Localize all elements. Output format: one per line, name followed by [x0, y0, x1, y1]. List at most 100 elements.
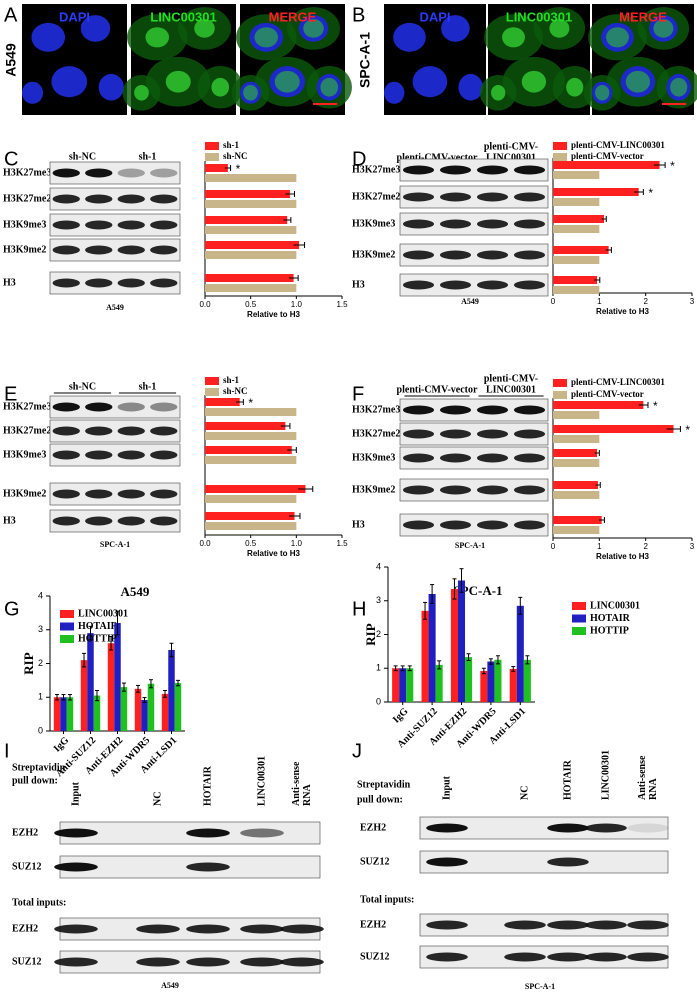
- bar: [174, 683, 182, 731]
- blot-band: [54, 924, 98, 934]
- row-label: EZH2: [12, 923, 38, 934]
- nuclear-signal: [134, 85, 149, 101]
- x-tick-label: 3: [690, 542, 695, 551]
- panel-letter: J: [352, 740, 362, 762]
- x-tick-label: 1: [597, 542, 602, 551]
- blot-band: [439, 429, 472, 439]
- blot-band: [402, 250, 435, 260]
- nuclear-signal: [145, 27, 170, 48]
- blot-strip: [419, 850, 669, 874]
- blot-band: [513, 250, 546, 260]
- lane-label: RNA: [648, 778, 659, 800]
- blot-band: [439, 219, 472, 229]
- lane-label: NC: [152, 792, 163, 806]
- row-label: SUZ12: [360, 856, 389, 867]
- blot-band: [402, 280, 435, 290]
- blot-band: [117, 168, 145, 178]
- nuclear-signal: [243, 85, 258, 101]
- x-tick-label: 0: [551, 542, 556, 551]
- nuclear-signal: [653, 19, 674, 38]
- nuclear-signal: [274, 70, 300, 93]
- cell-line-label: A549: [461, 297, 479, 306]
- bar: [205, 432, 297, 440]
- row-label: EZH2: [12, 827, 38, 838]
- row-label: H3K27me3: [352, 404, 400, 415]
- pull-down-label: Streptavidin: [12, 762, 66, 773]
- bar: [205, 422, 286, 430]
- blot-strip: [49, 213, 181, 237]
- blot-band: [52, 426, 80, 436]
- panel-letter: H: [352, 598, 366, 620]
- y-tick-label: 3: [376, 595, 381, 605]
- blot-strip: [399, 243, 549, 267]
- blot-band: [52, 489, 80, 499]
- bar: [107, 643, 115, 731]
- x-tick-label: 1: [597, 297, 602, 306]
- cell-line-label: A549: [3, 43, 19, 77]
- bar: [147, 683, 155, 731]
- bar: [53, 697, 61, 731]
- bar: [553, 526, 600, 534]
- legend-label: plenti-CMV-LINC00301: [571, 377, 665, 387]
- chart-title: A549: [121, 584, 150, 599]
- blot-header: LINC00301: [486, 384, 536, 395]
- legend-label: plenti-CMV-LINC00301: [571, 140, 665, 150]
- bar: [406, 668, 414, 702]
- blot-band: [85, 245, 113, 255]
- blot-band: [547, 920, 589, 930]
- bar: [399, 668, 407, 702]
- blot-band: [150, 450, 178, 460]
- row-label: H3K9me3: [352, 218, 395, 229]
- blot-band: [627, 952, 669, 962]
- blot-band: [426, 823, 468, 833]
- blot-band: [117, 516, 145, 526]
- cell-line-label: SPC-A-1: [100, 540, 130, 549]
- legend-label: sh-NC: [223, 386, 248, 396]
- bar: [480, 670, 488, 702]
- panel-letter: I: [4, 740, 10, 762]
- blot-band: [426, 920, 468, 930]
- blot-band: [150, 426, 178, 436]
- blot-band: [186, 957, 230, 967]
- lane-label: Input: [70, 781, 81, 806]
- row-label: H3K9me3: [3, 219, 46, 230]
- blot-band: [402, 219, 435, 229]
- nuclear-signal: [254, 27, 279, 48]
- pull-down-label: pull down:: [12, 775, 58, 786]
- panel-letter: E: [4, 383, 17, 405]
- x-tick-label: 0.0: [199, 539, 211, 548]
- nucleus: [80, 15, 111, 42]
- blot-band: [54, 957, 98, 967]
- blot-header: sh-NC: [69, 381, 96, 392]
- legend-swatch: [572, 627, 586, 635]
- blot-header: sh-1: [139, 381, 157, 392]
- row-label: H3K9me3: [3, 449, 46, 460]
- blot-header: plenti-CMV-: [484, 141, 538, 152]
- nuclear-signal: [670, 77, 688, 97]
- legend-label: HOTTIP: [590, 625, 629, 636]
- row-label: H3K27me2: [352, 428, 400, 439]
- bar: [553, 246, 609, 254]
- bar: [141, 699, 148, 731]
- channel-label: LINC00301: [506, 9, 572, 24]
- bar: [205, 456, 297, 464]
- nucleus: [393, 22, 426, 52]
- x-tick-label: 0: [551, 297, 556, 306]
- blot-band: [54, 862, 98, 872]
- row-label: H3K9me3: [352, 452, 395, 463]
- blot-band: [476, 520, 509, 530]
- blot-band: [547, 857, 589, 867]
- bar: [553, 286, 600, 294]
- legend-label: HOTAIR: [78, 621, 119, 632]
- bar: [457, 580, 466, 702]
- blot-band: [439, 192, 472, 202]
- row-label: H3: [3, 277, 16, 288]
- blot-strip: [399, 273, 549, 297]
- bar: [516, 605, 524, 702]
- nucleus: [441, 15, 470, 42]
- legend-swatch: [205, 153, 219, 161]
- y-tick-label: 1: [38, 692, 43, 702]
- x-axis-label: Relative to H3: [596, 307, 649, 316]
- blot-band: [402, 453, 435, 463]
